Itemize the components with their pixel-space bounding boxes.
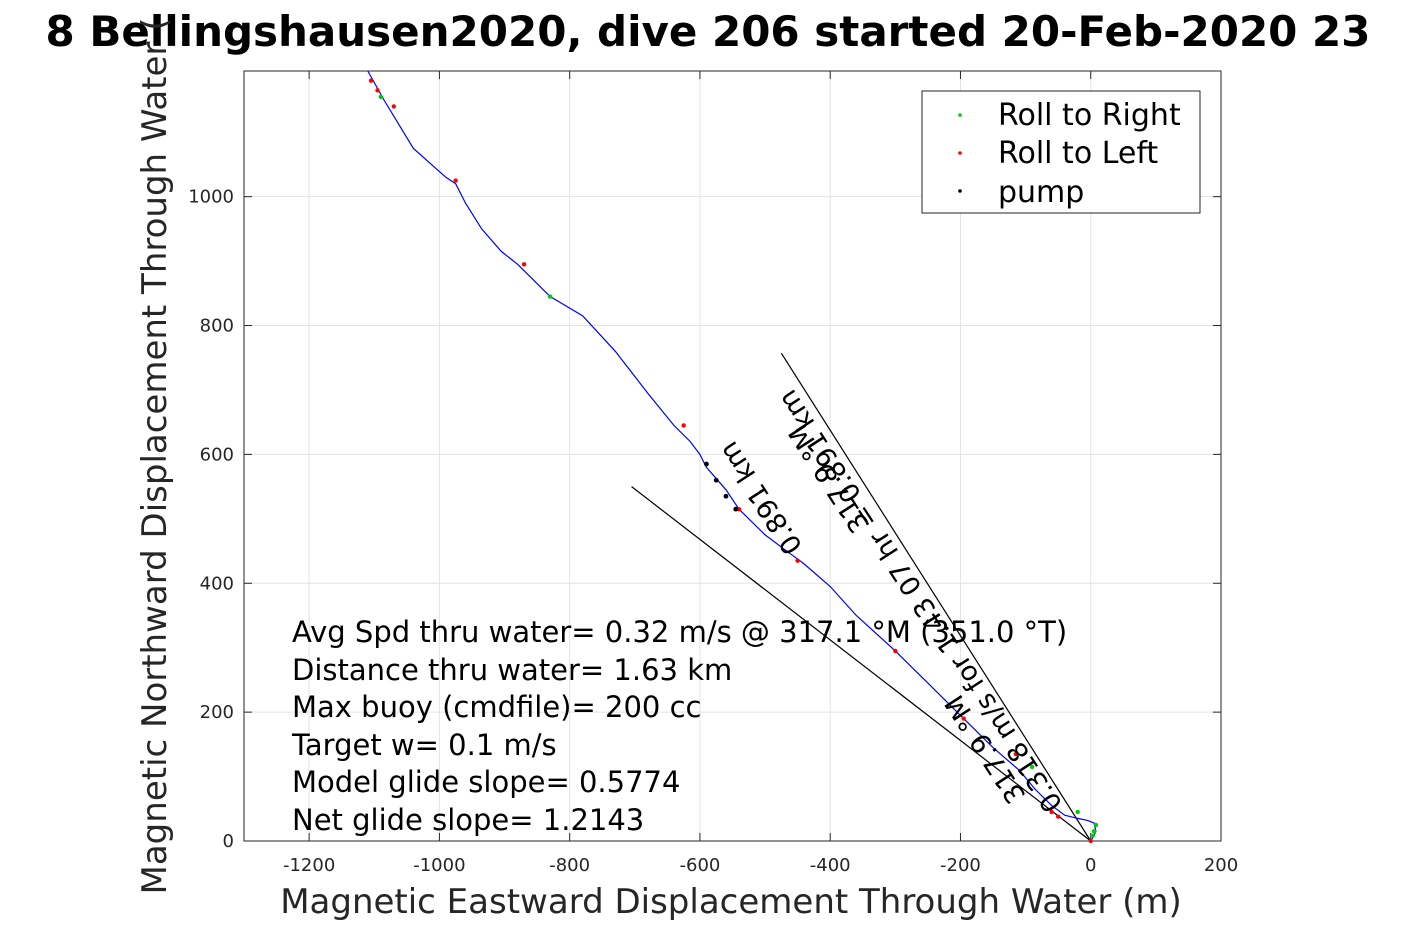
y-tick-label: 0 [223, 831, 234, 852]
y-tick-label: 400 [200, 573, 234, 594]
point-roll-to-left [1088, 838, 1093, 844]
point-roll-to-left [368, 78, 374, 83]
plot-area-frame [243, 70, 1222, 842]
x-tick-label: -1000 [413, 855, 465, 876]
track-layer [367, 70, 1097, 842]
point-roll-to-left [736, 506, 742, 512]
point-roll-to-left [1013, 751, 1019, 757]
annotation-target-w: Target w= 0.1 m/s [291, 728, 557, 762]
point-roll-to-left [391, 104, 397, 109]
y-tick-label: 200 [200, 702, 234, 723]
point-roll-to-right [547, 294, 553, 299]
point-roll-to-left [795, 558, 800, 563]
point-pump [733, 506, 739, 512]
y-tick-label: 800 [200, 316, 234, 337]
x-tick-label: -200 [940, 855, 981, 876]
point-roll-to-right [1090, 833, 1095, 839]
annotation-net-glide: Net glide slope= 1.2143 [292, 803, 644, 837]
legend-box [921, 90, 1201, 214]
point-roll-to-left [893, 648, 898, 654]
point-roll-to-right [1093, 822, 1099, 828]
legend: Roll to Right Roll to Left pump [921, 90, 1201, 214]
point-roll-to-right [378, 94, 383, 99]
rotated-labels: 0.891 km0.318 m/s for 1.43 07 hr = 0.891… [713, 384, 1069, 818]
x-tick-label: 0 [1085, 855, 1096, 876]
point-roll-to-left [1055, 814, 1061, 819]
x-tick-label: -800 [549, 855, 590, 876]
axis-ticks: -1200 -1000 -800 -600 -400 -200 0 200 0 200 400 600… [188, 71, 1238, 876]
point-roll-to-right [1091, 829, 1097, 834]
point-pump [723, 493, 729, 499]
annotation-max-buoy: Max buoy (cmdfile)= 200 cc [292, 690, 701, 724]
track-line [367, 70, 1097, 842]
reference-lines [631, 352, 1092, 842]
legend-marker-pump [958, 189, 962, 193]
legend-label-pump: pump [998, 175, 1084, 210]
marker-layer [368, 78, 1099, 844]
point-roll-to-left [375, 88, 380, 93]
legend-label-roll-left: Roll to Left [998, 136, 1158, 171]
x-tick-label: 200 [1204, 855, 1238, 876]
x-tick-label: -600 [680, 855, 721, 876]
annotation-model-glide: Model glide slope= 0.5774 [292, 765, 680, 799]
y-tick-label: 600 [200, 444, 234, 465]
point-roll-to-left [521, 262, 527, 267]
legend-label-roll-right: Roll to Right [998, 98, 1181, 133]
annotation-block: Avg Spd thru water= 0.32 m/s @ 317.1 °M … [291, 615, 1067, 837]
heading-reference-line [631, 486, 1092, 842]
y-axis-title: Magnetic Northward Displacement Through … [135, 18, 175, 895]
annotation-avg-speed: Avg Spd thru water= 0.32 m/s @ 317.1 °M … [292, 615, 1067, 649]
point-roll-to-right [1075, 809, 1080, 815]
point-roll-to-left [453, 178, 458, 183]
point-roll-to-left [681, 423, 686, 428]
x-tick-label: -1200 [283, 855, 335, 876]
annotation-distance: Distance thru water= 1.63 km [292, 653, 732, 687]
heading-reference-line [780, 352, 1092, 842]
legend-marker-roll-left [958, 151, 962, 155]
point-pump [704, 461, 709, 467]
x-axis-title: Magnetic Eastward Displacement Through W… [280, 882, 1182, 922]
y-tick-label: 1000 [188, 187, 234, 208]
legend-marker-roll-right [958, 113, 962, 117]
point-roll-to-left [961, 716, 966, 721]
point-roll-to-left [1049, 809, 1054, 815]
point-pump [713, 477, 719, 483]
point-roll-to-right [1029, 764, 1035, 770]
chart-title: 8 Bellingshausen2020, dive 206 started 2… [46, 7, 1371, 56]
x-tick-label: -400 [810, 855, 851, 876]
